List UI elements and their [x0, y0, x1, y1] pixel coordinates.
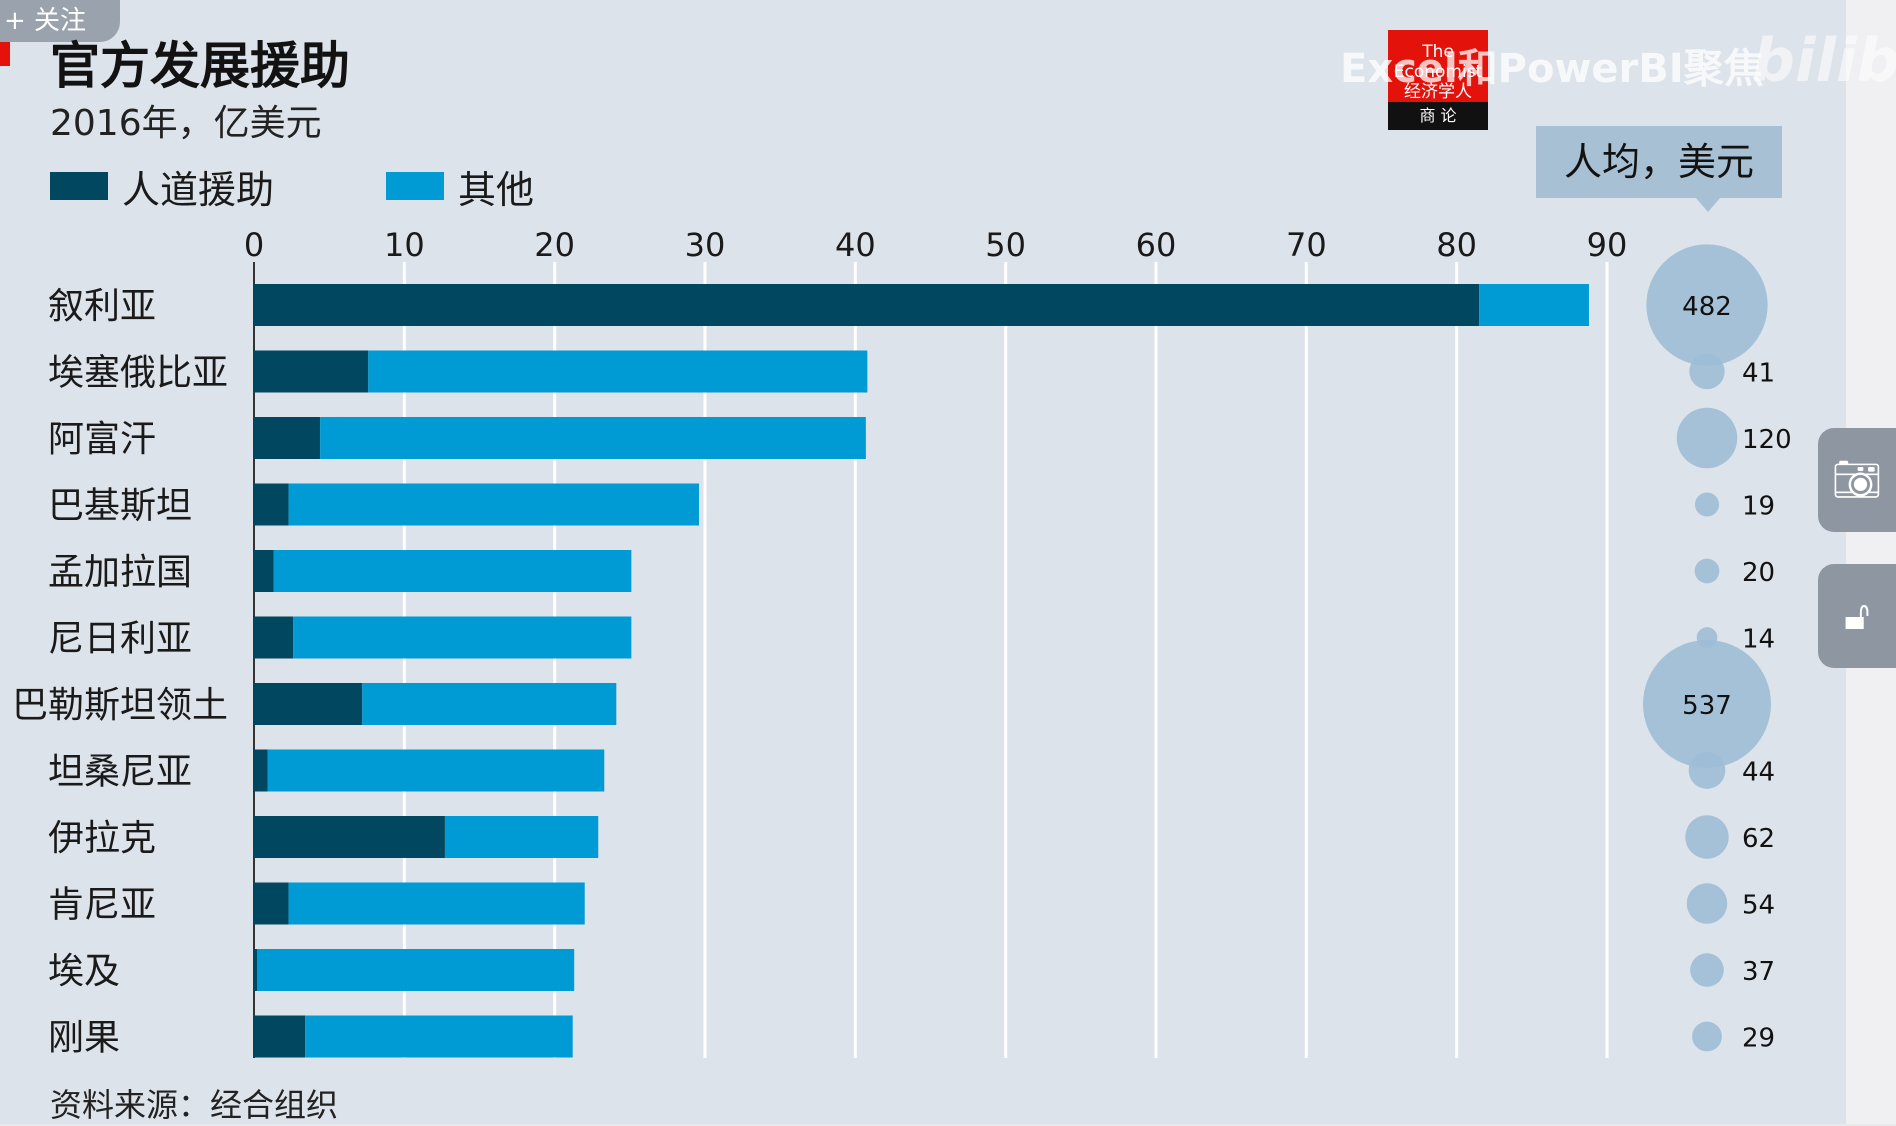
bar-other	[320, 417, 866, 459]
bar-other	[288, 483, 699, 526]
economist-logo: The Economist 经济学人 商 论	[1388, 30, 1488, 130]
per-capita-label: 14	[1742, 625, 1775, 655]
per-capita-label: 19	[1742, 492, 1775, 522]
per-capita-callout: 人均，美元	[1536, 126, 1782, 198]
bar-humanitarian	[254, 616, 294, 659]
bar-other	[368, 350, 868, 393]
per-capita-label: 120	[1742, 425, 1792, 455]
per-capita-label: 44	[1742, 758, 1775, 788]
per-capita-bubble	[1643, 640, 1771, 768]
category-label: 伊拉克	[48, 818, 156, 859]
bar-other	[305, 1015, 573, 1058]
bar-humanitarian	[254, 749, 268, 792]
lock-button[interactable]: 🔓︎	[1818, 564, 1896, 668]
per-capita-bubble	[1694, 558, 1720, 584]
bar-humanitarian	[254, 882, 289, 925]
bar-other	[362, 683, 617, 725]
bar-humanitarian	[254, 683, 363, 725]
bar-humanitarian	[254, 550, 274, 592]
legend-label-humanitarian: 人道援助	[122, 167, 275, 212]
legend-swatch-other	[386, 172, 444, 200]
per-capita-bubble	[1689, 353, 1725, 390]
camera-button[interactable]: 📷︎	[1818, 428, 1896, 532]
logo-text: The Economist 经济学人	[1393, 42, 1483, 102]
category-label: 叙利亚	[48, 286, 156, 327]
bar-other	[1479, 284, 1589, 326]
x-tick-label-90: 90	[1587, 226, 1628, 264]
bar-other	[293, 616, 632, 659]
per-capita-bubble	[1690, 953, 1724, 987]
bar-humanitarian	[254, 483, 289, 526]
per-capita-bubble	[1688, 752, 1726, 789]
per-capita-bubble	[1676, 407, 1738, 469]
category-label: 坦桑尼亚	[48, 752, 192, 793]
logo-bottom-text: 商 论	[1388, 102, 1488, 130]
per-capita-label: 482	[1682, 292, 1732, 322]
per-capita-label: 41	[1742, 359, 1775, 389]
category-label: 埃及	[48, 951, 120, 992]
per-capita-bubble	[1685, 815, 1729, 859]
bar-humanitarian	[254, 1015, 306, 1058]
legend-swatch-humanitarian	[50, 172, 108, 200]
bar-other	[267, 749, 605, 792]
category-label: 巴基斯坦	[48, 486, 192, 527]
per-capita-bubble	[1694, 492, 1720, 517]
per-capita-label: 62	[1742, 824, 1775, 854]
category-label: 埃塞俄比亚	[48, 353, 228, 394]
category-label: 刚果	[48, 1018, 120, 1059]
legend-label-other: 其他	[458, 167, 535, 212]
bar-humanitarian	[254, 284, 1480, 326]
per-capita-bubble	[1692, 1021, 1722, 1052]
x-tick-label-70: 70	[1286, 226, 1327, 264]
bar-other	[257, 949, 575, 991]
callout-pointer	[1696, 198, 1720, 212]
bilibili-watermark: bilibili	[1752, 26, 1896, 96]
bar-humanitarian	[254, 350, 369, 393]
follow-button[interactable]: + 关注	[0, 0, 120, 42]
bar-other	[444, 816, 599, 858]
channel-watermark: Excel和PowerBI聚焦	[1340, 46, 1764, 92]
legend-item-humanitarian: 人道援助	[50, 164, 274, 212]
x-tick-label-80: 80	[1436, 226, 1477, 264]
per-capita-label: 20	[1742, 558, 1775, 588]
player-side-strip	[1846, 0, 1896, 1124]
unlock-icon: 🔓︎	[1844, 593, 1870, 639]
category-label: 阿富汗	[48, 419, 156, 460]
source-note: 资料来源：经合组织	[50, 1086, 339, 1124]
x-tick-label-30: 30	[685, 226, 726, 264]
category-label: 孟加拉国	[48, 552, 192, 593]
chart-subtitle: 2016年，亿美元	[50, 103, 322, 144]
category-label: 巴勒斯坦领土	[12, 685, 228, 726]
per-capita-label: 537	[1682, 691, 1732, 721]
bar-humanitarian	[254, 816, 445, 858]
bar-humanitarian	[254, 417, 321, 459]
per-capita-label: 54	[1742, 891, 1775, 921]
category-label: 尼日利亚	[48, 619, 192, 660]
legend-item-other: 其他	[386, 164, 534, 212]
x-tick-label-40: 40	[835, 226, 876, 264]
x-tick-label-60: 60	[1136, 226, 1177, 264]
per-capita-label: 37	[1742, 957, 1775, 987]
per-capita-label: 29	[1742, 1024, 1775, 1054]
per-capita-bubble	[1646, 244, 1768, 366]
per-capita-bubble	[1686, 883, 1728, 924]
bar-other	[273, 550, 632, 592]
x-tick-label-20: 20	[534, 226, 575, 264]
bar-other	[288, 882, 585, 925]
x-tick-label-50: 50	[985, 226, 1026, 264]
bar-humanitarian	[254, 949, 258, 991]
x-tick-label-0: 0	[244, 226, 264, 264]
chart-title: 官方发展援助	[50, 37, 350, 95]
category-label: 肯尼亚	[48, 885, 156, 926]
x-tick-label-10: 10	[384, 226, 425, 264]
camera-icon: 📷︎	[1831, 457, 1883, 503]
